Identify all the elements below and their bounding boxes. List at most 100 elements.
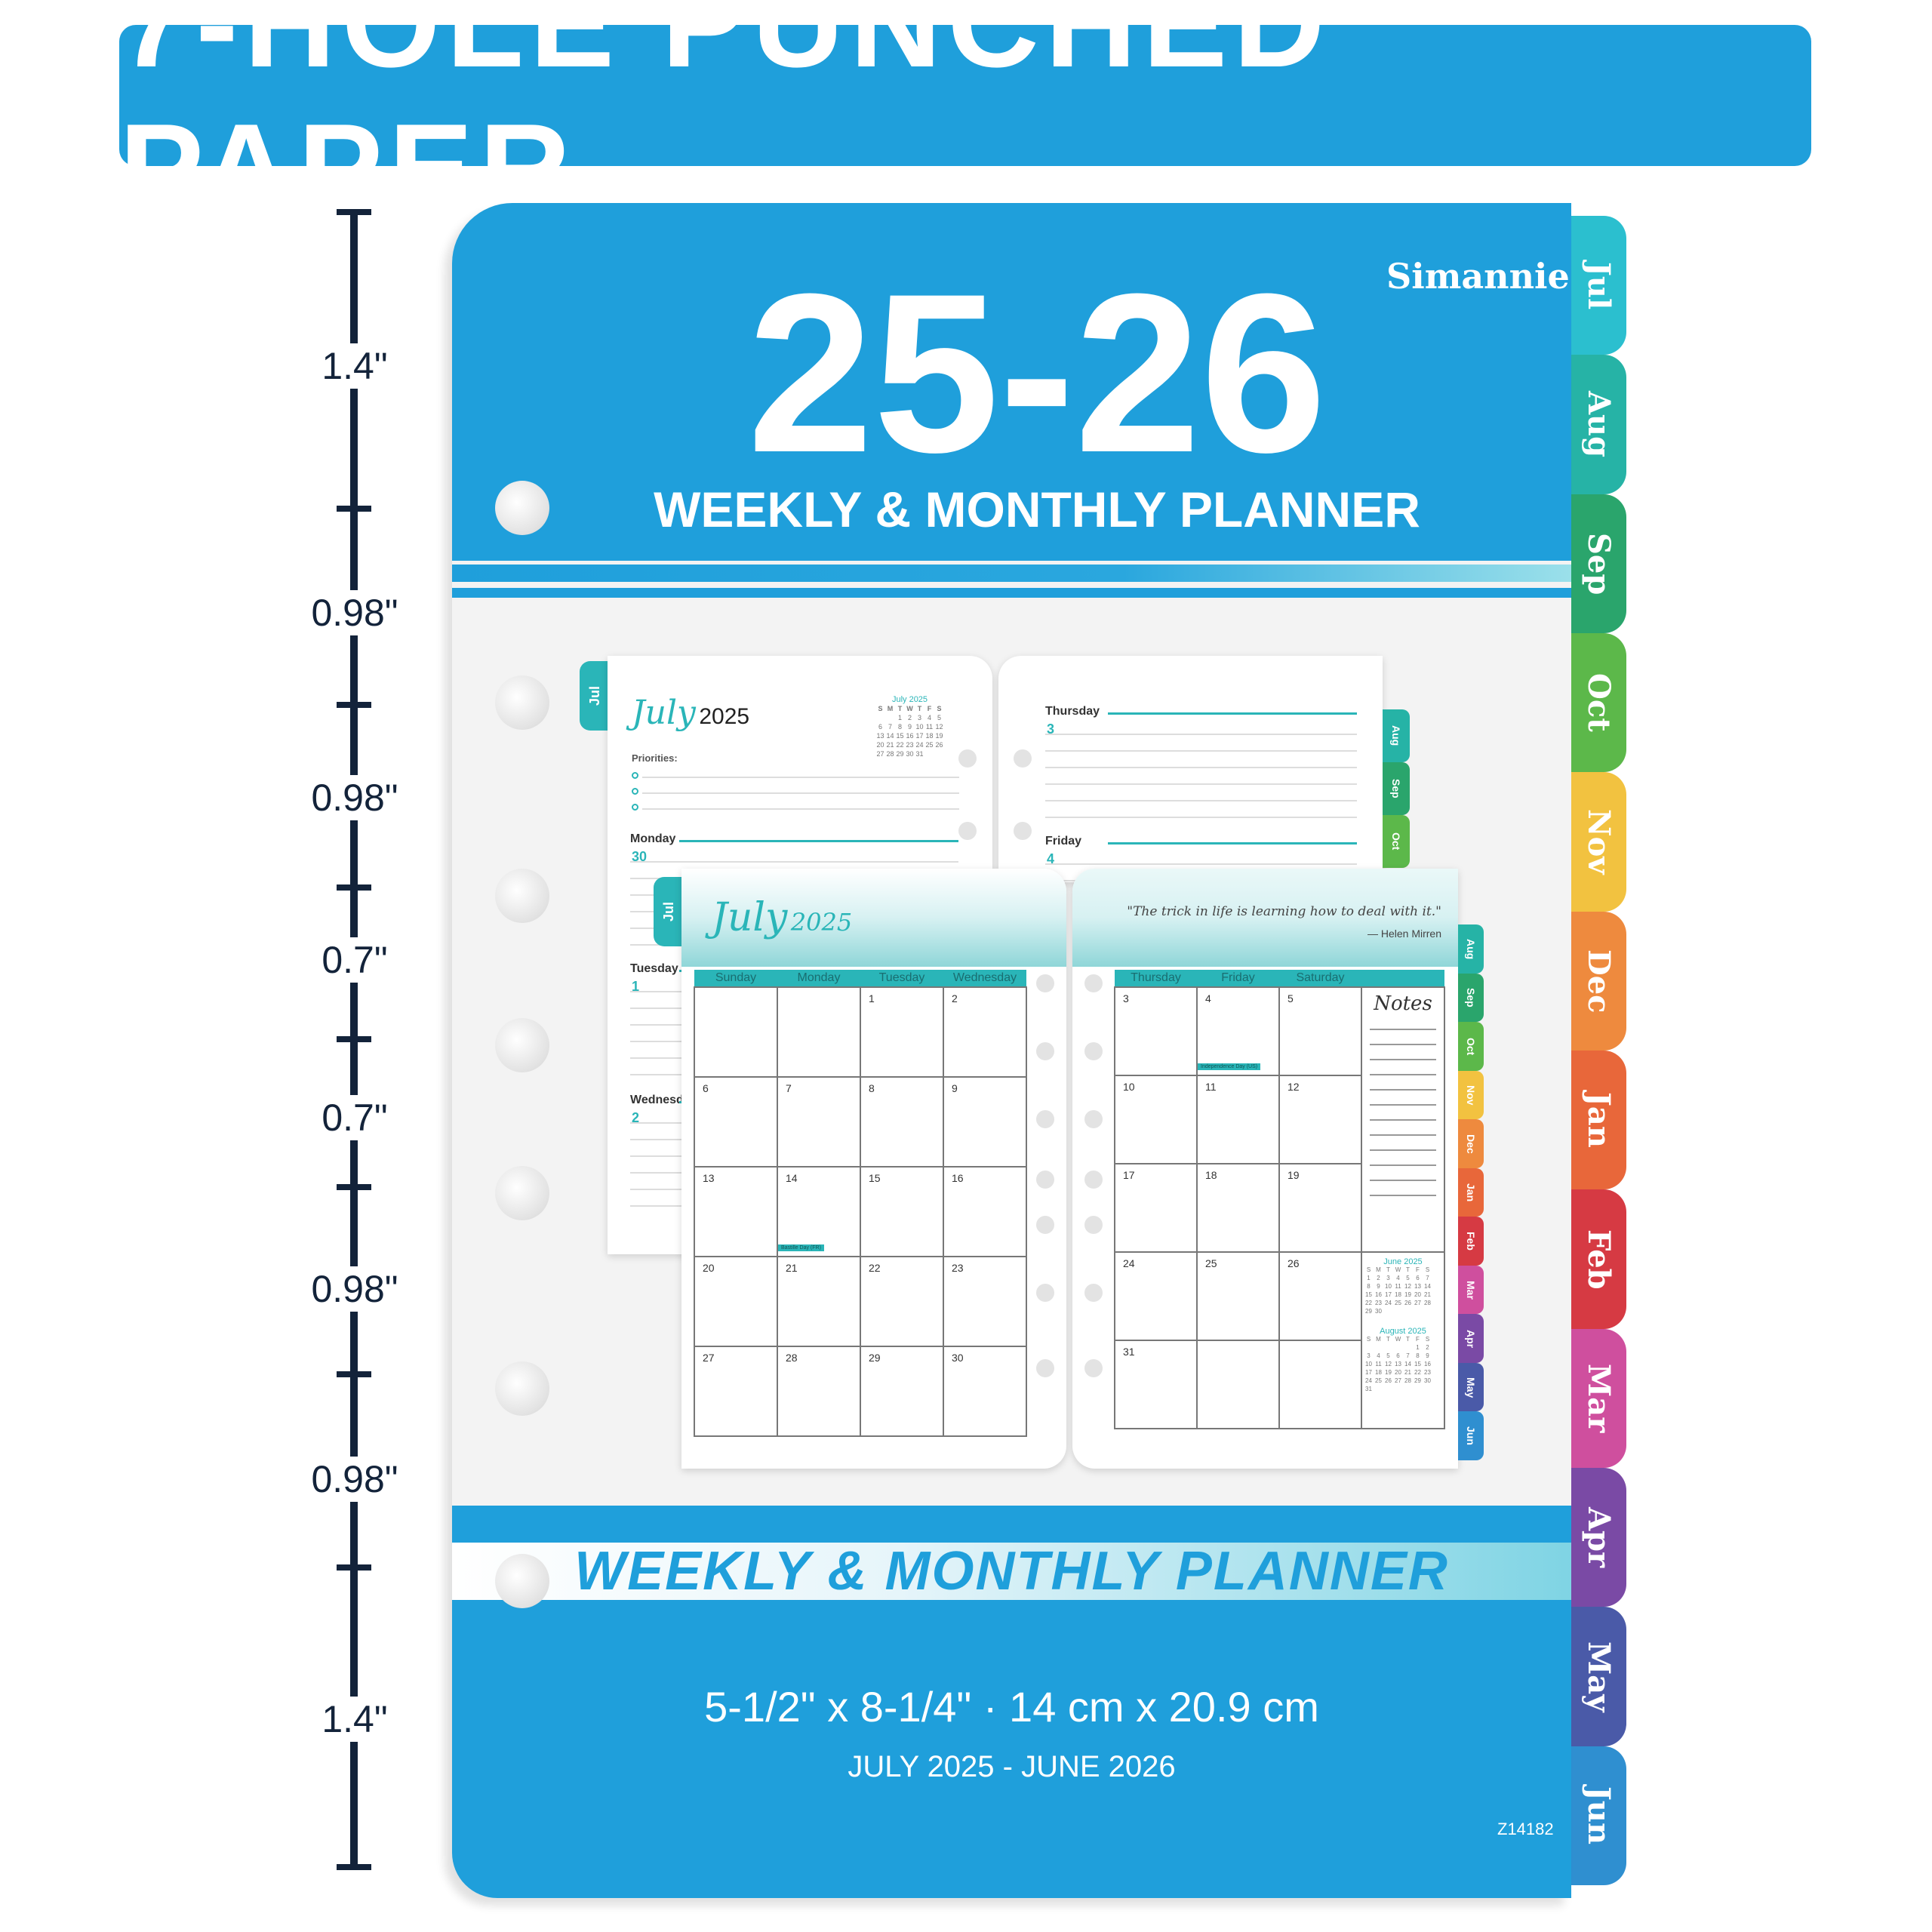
mini-day: 1 (897, 714, 902, 721)
month-grid: Sunday Monday Tuesday Wednesday 1 2 6 7 8 9 13 14 Ba… (694, 970, 1027, 1437)
grid-day: 20 (694, 1256, 778, 1347)
mini-week: 13 14 15 16 17 18 19 (875, 731, 944, 740)
tab-apr[interactable]: Apr (1571, 1467, 1626, 1607)
punch-hole (1036, 974, 1054, 992)
rule-line (642, 808, 959, 810)
mini-calendar: August 2025 S M T W T F S 1 2 3 4 5 6 7 8 9 10 11 12 13 14 15 1… (1364, 1327, 1442, 1394)
grid-header-row: Thursday Friday Saturday (1115, 970, 1444, 987)
side-tab-aug: Aug (1458, 924, 1484, 974)
tab-feb[interactable]: Feb (1571, 1189, 1626, 1329)
mini-day: 12 (1385, 1361, 1392, 1367)
month-heading: July 2025 (712, 895, 853, 940)
ruler-label: 0.98" (287, 1266, 423, 1312)
mini-dow: M (887, 705, 894, 712)
grid-day: 22 (860, 1256, 944, 1347)
punch-hole (1036, 1216, 1054, 1234)
side-tab-label: Sep (1390, 779, 1402, 798)
punch-hole (495, 1554, 549, 1608)
mini-day: 2 (907, 714, 912, 721)
ruler-label: 0.98" (287, 775, 423, 820)
monthly-left-page: July 2025 Sunday Monday Tuesday Wednesday 1 2… (681, 869, 1066, 1469)
notes-line (1370, 1134, 1436, 1136)
tab-jan[interactable]: Jan (1571, 1050, 1626, 1190)
size-text: 5-1/2" x 8-1/4" · 14 cm x 20.9 cm (704, 1683, 1319, 1730)
punch-hole (1036, 1042, 1054, 1060)
mini-calendar-table: S M T W T F S 1 2 3 4 5 6 7 8 9 10 11 12 13 14 15 16 17 18 19 20 21… (1364, 1266, 1432, 1316)
tab-jun[interactable]: Jun (1571, 1746, 1626, 1885)
mini-day: 22 (896, 741, 904, 749)
mini-week: 24 25 26 27 28 29 30 (1364, 1377, 1432, 1386)
ruler-label: 0.7" (287, 937, 423, 983)
side-tab-sep: Sep (1383, 762, 1410, 815)
tab-sep[interactable]: Sep (1571, 494, 1626, 633)
punch-hole (495, 1018, 549, 1072)
tab-nov[interactable]: Nov (1571, 772, 1626, 912)
ruler-label: 0.7" (287, 1095, 423, 1140)
rule-line (1045, 800, 1357, 801)
side-tab-mar: Mar (1458, 1265, 1484, 1315)
mini-day: 16 (1424, 1361, 1431, 1367)
mini-dow: T (1386, 1336, 1390, 1343)
tab-jul[interactable]: Jul (1571, 216, 1626, 355)
mini-dow: T (917, 705, 922, 712)
side-tab-label: Jun (1465, 1426, 1477, 1446)
side-tab-apr: Apr (1458, 1314, 1484, 1363)
grid-day: 11 (1196, 1075, 1280, 1164)
punch-hole (1036, 1284, 1054, 1302)
grid-day (777, 986, 861, 1078)
mini-day: 7 (888, 723, 892, 731)
mini-week: 10 11 12 13 14 15 16 (1364, 1361, 1432, 1369)
mini-day: 7 (1426, 1275, 1429, 1281)
side-tab-label: Aug (1465, 938, 1477, 959)
cover-top (452, 203, 1571, 561)
mini-day (1393, 1308, 1403, 1316)
mini-day: 23 (1375, 1300, 1382, 1306)
grid-week: 31 (1114, 1340, 1444, 1429)
mini-day: 8 (1367, 1283, 1371, 1290)
ruler-label: 0.98" (287, 1457, 423, 1502)
mini-day: 25 (1395, 1300, 1401, 1306)
mini-calendar-title: August 2025 (1380, 1327, 1426, 1336)
tab-dec[interactable]: Dec (1571, 911, 1626, 1051)
mini-day: 12 (935, 723, 943, 731)
mini-day: 1 (1367, 1275, 1371, 1281)
side-tab-label: Dec (1465, 1134, 1477, 1154)
grid-day: 30 (943, 1346, 1027, 1437)
notes-line (1370, 1149, 1436, 1151)
mini-calendar-title: June 2025 (1383, 1257, 1423, 1266)
mini-day: 13 (876, 732, 884, 740)
mini-calendar-table: S M T W T F S 1 2 3 4 5 6 7 8 9 10 11 12 13 14 15 16 17 18 19 20 21… (1364, 1336, 1432, 1394)
ruler-label: 1.4" (287, 343, 423, 389)
mini-day: 21 (1404, 1369, 1411, 1376)
day-name: Monday (630, 832, 676, 845)
priorities-label: Priorities: (632, 752, 678, 764)
side-tab-label: Nov (1465, 1084, 1477, 1106)
tab-label: Jul (1581, 261, 1617, 309)
grid-day: 25 (1196, 1251, 1280, 1341)
mini-week: 15 16 17 18 19 20 21 (1364, 1291, 1432, 1300)
grid-day: 13 (694, 1166, 778, 1257)
ruler-tick (337, 209, 371, 215)
tab-aug[interactable]: Aug (1571, 355, 1626, 494)
tab-oct[interactable]: Oct (1571, 632, 1626, 773)
side-tab-label: Sep (1465, 987, 1477, 1008)
mini-day: 21 (1424, 1291, 1431, 1298)
tab-may[interactable]: May (1571, 1607, 1626, 1746)
mini-dow: S (1366, 1266, 1371, 1273)
mini-day: 26 (935, 741, 943, 749)
mini-week: 8 9 10 11 12 13 14 (1364, 1283, 1432, 1291)
mini-week: 20 21 22 23 24 25 26 (875, 740, 944, 749)
tab-mar[interactable]: Mar (1571, 1328, 1626, 1468)
rule-line (1045, 767, 1357, 768)
mini-day: 11 (1375, 1361, 1382, 1367)
grid-day: 8 (860, 1076, 944, 1168)
mini-day: 28 (1424, 1300, 1431, 1306)
grid-day (1278, 1340, 1362, 1429)
mini-day: 14 (886, 732, 894, 740)
mini-day (1383, 1308, 1393, 1316)
ruler-tick (337, 702, 371, 708)
mini-day: 10 (1385, 1283, 1392, 1290)
mini-day: 6 (1396, 1352, 1400, 1359)
